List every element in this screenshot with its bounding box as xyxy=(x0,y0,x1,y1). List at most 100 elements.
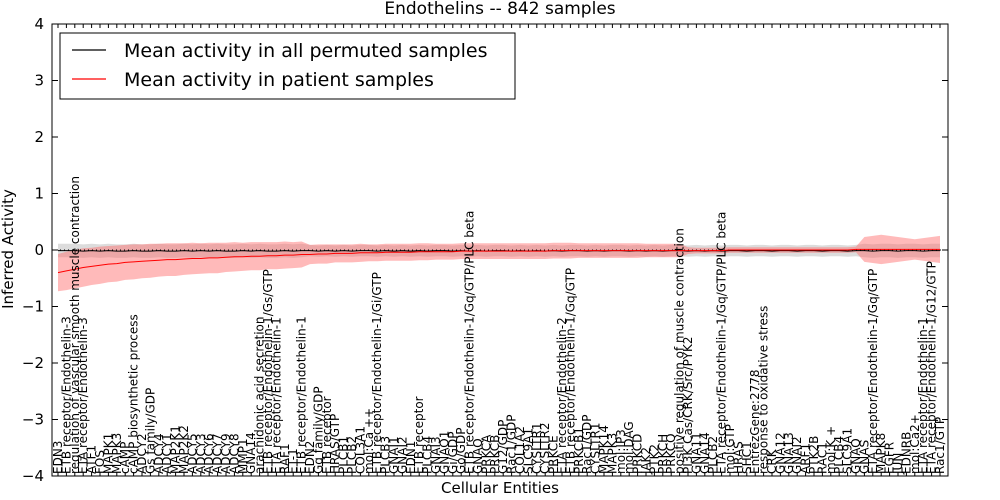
entity-label: MAPK1 xyxy=(101,433,115,474)
entity-label: regulation of vascular smooth muscle con… xyxy=(68,176,82,474)
y-tick-label: −3 xyxy=(22,411,44,429)
y-tick-label: 0 xyxy=(34,241,44,259)
entity-label: cAMP xyxy=(118,442,132,474)
entity-label: GNA12 xyxy=(773,432,787,474)
entity-label: FOS xyxy=(93,450,107,474)
entity-label: MAPK3 xyxy=(605,433,619,474)
legend-label-0: Mean activity in all permuted samples xyxy=(124,40,487,62)
entity-label: PRKCB xyxy=(488,435,502,474)
entity-label: HRAS/GTP xyxy=(328,414,342,474)
entity-label: EDN1 xyxy=(404,441,418,474)
entity-label: CYSLTR2 xyxy=(538,423,552,474)
entity-label: Rac1/GTP xyxy=(933,417,947,474)
entity-label: MAPK14 xyxy=(597,425,611,474)
entity-label: PRKCD xyxy=(631,434,645,474)
y-tick-label: 3 xyxy=(34,72,44,90)
entity-label: ADCY4 xyxy=(152,433,166,474)
entity-label: GNA14 xyxy=(698,432,712,474)
entity-label: RAF1 xyxy=(278,443,292,474)
entity-label: COL3A1 xyxy=(353,426,367,474)
legend-label-1: Mean activity in patient samples xyxy=(124,69,434,91)
x-axis-label: Cellular Entities xyxy=(441,479,559,497)
entity-label: SLC9A1 xyxy=(841,428,855,474)
entity-label: PRKCE xyxy=(547,435,561,474)
y-tick-label: 1 xyxy=(34,185,44,203)
entity-label: GNA13 xyxy=(782,432,796,474)
entity-label: JUN xyxy=(891,453,905,475)
entity-label: PLCB2 xyxy=(706,436,720,474)
entity-label: ADCY6 xyxy=(202,433,216,474)
entity-label: ADCY3 xyxy=(194,433,208,474)
entity-label: CRK xyxy=(765,448,779,474)
entity-label: GNAO1 xyxy=(437,431,451,474)
entity-label: mol:K + xyxy=(824,426,838,474)
entity-label: PRKCQ xyxy=(664,433,678,474)
entity-label: Gs family/GDP xyxy=(143,388,157,474)
entity-label: EDN2 xyxy=(303,441,317,474)
entity-label: GNA14 xyxy=(244,432,258,474)
y-tick-label: −4 xyxy=(22,467,44,485)
entity-label: PRKCH xyxy=(656,434,670,474)
entity-label: PLCB4 xyxy=(832,436,846,474)
entity-label: ETA receptor/Endothelin-1 xyxy=(269,317,283,474)
entity-label: GNAQ xyxy=(471,438,485,474)
entity-label: ADCY5 xyxy=(185,433,199,474)
entity-label: GNAI1 xyxy=(387,436,401,474)
entity-label: GNAI2 xyxy=(790,436,804,474)
entity-label: Gq family/GDP xyxy=(311,386,325,474)
entity-label: mol:IP3 xyxy=(614,429,628,474)
entity-label: Gi/GDP xyxy=(446,432,460,474)
entity-label: positive regulation of muscle contractio… xyxy=(673,228,687,474)
entity-label: PLCB3 xyxy=(379,436,393,474)
entity-label: ETA receptor/Endothelin-1/Gq/GTP/PLC bet… xyxy=(715,212,729,474)
entity-label: PRKCA xyxy=(479,434,493,474)
entity-label: ETB receptor/Endothelin-3 xyxy=(59,316,73,474)
entity-label: ADCY2 xyxy=(135,433,149,474)
band-series-1 xyxy=(58,234,940,292)
entity-label: ADCY7 xyxy=(211,433,225,474)
entity-label: MAP2K1 xyxy=(169,425,183,474)
entity-label: ADCY9 xyxy=(219,433,233,474)
entity-label: PTK2B xyxy=(807,436,821,474)
entity-label: ETB receptor/Endothelin-1/Gq/GTP xyxy=(563,268,577,474)
entity-label: ADCY8 xyxy=(227,433,241,474)
legend-box xyxy=(59,32,516,100)
entity-label: MAPK8 xyxy=(874,433,888,474)
entity-label: ATF1 xyxy=(85,445,99,474)
y-tick-label: −1 xyxy=(22,298,44,316)
entity-label: PTK2 xyxy=(647,444,661,474)
entity-label: RAC1 xyxy=(815,442,829,474)
axes: −4 −3 −2 −1 0 1 2 3 4 xyxy=(22,15,949,485)
entity-label: GNAQ xyxy=(849,438,863,474)
entity-label: HRAS xyxy=(731,441,745,474)
entity-label: COL1A2 xyxy=(513,426,527,474)
entity-label: mol:DAG xyxy=(622,421,636,474)
entity-label: ETA receptor/Endothelin-1/Gq/GTP xyxy=(866,269,880,474)
confidence-bands xyxy=(58,234,940,292)
entity-label: response to oxidative stress xyxy=(757,306,771,474)
entity-label: PLCB2 xyxy=(345,436,359,474)
entity-label: mol:Ca ++ xyxy=(362,408,376,474)
entity-label: ETB receptor xyxy=(412,396,426,474)
entity-label: EDNRB xyxy=(899,432,913,474)
entity-label: CYSLTR1 xyxy=(589,423,603,474)
y-tick-label: 4 xyxy=(34,15,44,33)
entity-label: EGFR xyxy=(883,442,897,474)
entity-label: GNAS xyxy=(857,440,871,474)
entity-label: ETB receptor/Endothelin-1/Gi/GTP xyxy=(370,272,384,474)
entity-label: ETA receptor/Endothelin-3 xyxy=(76,317,90,474)
entity-label: JAK2 xyxy=(639,447,653,475)
entity-label: EDN3 xyxy=(51,441,65,474)
entity-label: GNA11 xyxy=(689,432,703,474)
y-tick-label: 2 xyxy=(34,128,44,146)
entity-label: ETB receptor xyxy=(320,396,334,474)
entity-label: Go/GDP xyxy=(454,428,468,474)
entity-label: PLCB1 xyxy=(337,436,351,474)
entity-label: Rac1/GDP xyxy=(580,415,594,474)
entity-label: PRKCB1 xyxy=(572,427,586,474)
y-tick-label: −2 xyxy=(22,354,44,372)
entity-label: SLC9A1 xyxy=(521,428,535,474)
entity-label: CYSLTR1 xyxy=(530,423,544,474)
